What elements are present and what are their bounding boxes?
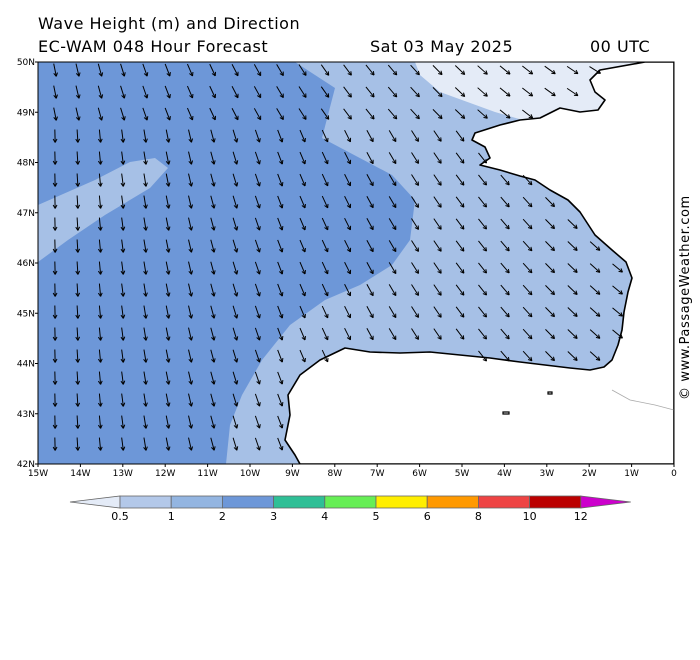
legend-label: 6 [424, 510, 431, 523]
legend-swatch [274, 496, 325, 508]
credit-text: © www.PassageWeather.com [678, 195, 693, 400]
legend-label: 10 [523, 510, 537, 523]
legend-label: 8 [475, 510, 482, 523]
island [548, 392, 552, 394]
lon-label: 11W [197, 469, 217, 479]
lon-label: 9W [285, 469, 300, 479]
legend-label: 3 [270, 510, 277, 523]
lon-label: 3W [539, 469, 554, 479]
legend-swatch [530, 496, 581, 508]
legend-swatch [376, 496, 427, 508]
legend-swatch [171, 496, 222, 508]
lat-label: 48N [17, 159, 35, 169]
legend-label: 1 [168, 510, 175, 523]
legend-arrow-high [581, 496, 631, 508]
longitude-labels: 15W 14W 13W 12W 11W 10W 9W 8W 7W 6W 5W 4W 3W 2W 1W 0 [28, 464, 677, 479]
lat-label: 47N [17, 209, 35, 219]
island [503, 412, 509, 414]
map-area [38, 62, 674, 464]
lat-label: 49N [17, 108, 35, 118]
lon-label: 1W [624, 469, 639, 479]
legend-label: 0.5 [111, 510, 129, 523]
lon-label: 2W [582, 469, 597, 479]
legend-swatch [427, 496, 478, 508]
lon-label: 10W [240, 469, 260, 479]
legend-swatch [478, 496, 529, 508]
credit-watermark: © www.PassageWeather.com [678, 400, 698, 660]
legend-label: 2 [219, 510, 226, 523]
legend-swatch [222, 496, 273, 508]
legend-label: 5 [373, 510, 380, 523]
lon-label: 8W [327, 469, 342, 479]
lon-label: 14W [70, 469, 90, 479]
legend-label: 4 [321, 510, 328, 523]
legend-swatch [325, 496, 376, 508]
lat-label: 50N [17, 58, 35, 68]
lat-label: 44N [17, 360, 35, 370]
lon-label: 7W [370, 469, 385, 479]
legend-label: 12 [574, 510, 588, 523]
lon-label: 6W [412, 469, 427, 479]
lon-label: 5W [455, 469, 470, 479]
lon-label: 4W [497, 469, 512, 479]
lat-label: 46N [17, 259, 35, 269]
lat-label: 45N [17, 309, 35, 319]
legend-arrow-low [70, 496, 120, 508]
lon-label: 0 [671, 469, 677, 479]
lat-label: 43N [17, 410, 35, 420]
lon-label: 13W [113, 469, 133, 479]
legend-swatch [120, 496, 171, 508]
lon-label: 15W [28, 469, 48, 479]
lon-label: 12W [155, 469, 175, 479]
